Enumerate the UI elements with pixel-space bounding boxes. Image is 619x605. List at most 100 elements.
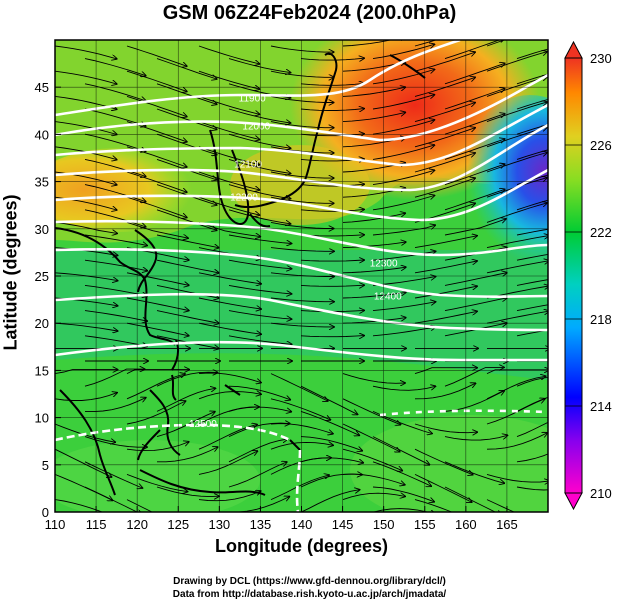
- streamline-arrow: [444, 298, 507, 312]
- colorbar-max-arrow: [564, 40, 583, 59]
- streamline-arrow: [198, 297, 261, 309]
- streamline-arrow: [342, 318, 406, 324]
- streamline-arrow: [414, 286, 477, 299]
- streamline-arrow: [516, 486, 548, 491]
- streamline-arrow: [517, 511, 518, 512]
- streamline-arrow: [516, 421, 548, 438]
- streamline-arrow: [414, 499, 453, 512]
- streamline-arrow: [228, 133, 290, 148]
- streamline-arrow: [84, 310, 147, 322]
- x-axis-ticks: 110 115 120 125 130 135 140 145 150 155 160 165: [45, 506, 518, 532]
- streamline-arrow: [444, 114, 505, 135]
- streamline-arrow: [486, 261, 548, 274]
- streamline-arrow: [270, 247, 334, 252]
- streamline-arrow: [55, 322, 118, 331]
- streamline-arrow: [270, 221, 334, 228]
- y-tick-label: 45: [35, 80, 49, 95]
- y-tick-label: 20: [35, 316, 49, 331]
- contour-label: 12500: [189, 419, 217, 430]
- wind-streamlines: [55, 40, 548, 512]
- streamline-arrow: [55, 121, 117, 135]
- streamline-arrow: [300, 436, 362, 451]
- colorbar-tick-label: 230: [590, 51, 612, 66]
- y-tick-label: 30: [35, 222, 49, 237]
- x-tick-label: 125: [167, 517, 189, 532]
- streamline-arrow: [300, 109, 364, 111]
- streamline-arrow: [198, 95, 259, 114]
- streamline-arrow: [372, 461, 431, 486]
- streamline-arrow: [270, 95, 334, 102]
- streamline-arrow: [228, 462, 287, 488]
- x-tick-label: 155: [414, 517, 436, 532]
- x-tick-label: 140: [291, 517, 313, 532]
- streamline-arrow: [414, 236, 477, 249]
- y-axis-label: Latitude (degrees): [0, 194, 21, 351]
- streamline-arrow: [270, 70, 334, 77]
- streamline-arrow: [84, 461, 142, 488]
- streamline-arrow: [156, 133, 217, 154]
- lat-lon-grid: [55, 40, 548, 512]
- streamline-arrow: [300, 336, 364, 337]
- streamline-arrow: [126, 473, 187, 491]
- streamline-arrow: [486, 102, 547, 123]
- streamline-arrow: [444, 40, 505, 60]
- streamline-arrow: [486, 473, 548, 482]
- streamline-arrow: [198, 407, 259, 425]
- colorbar-ramp: [564, 57, 583, 494]
- streamline-arrow: [84, 486, 142, 512]
- streamline-arrow: [156, 234, 219, 248]
- streamline-arrow: [228, 310, 291, 320]
- contour-label: 11900: [239, 93, 267, 104]
- streamline-arrow: [270, 171, 334, 178]
- streamline-arrow: [84, 158, 146, 176]
- streamline-arrow: [270, 475, 329, 501]
- streamline-arrow: [342, 267, 406, 274]
- colorbar-min-arrow: [564, 492, 583, 511]
- streamline-arrow: [198, 45, 259, 64]
- height-contours: [55, 40, 548, 512]
- streamline-arrow: [486, 433, 547, 450]
- streamline-arrow: [270, 45, 334, 52]
- streamline-arrow: [228, 439, 287, 463]
- streamline-arrow: [84, 398, 146, 413]
- streamline-arrow: [84, 335, 147, 347]
- streamline-arrow: [516, 149, 548, 160]
- streamline-arrow: [444, 486, 501, 512]
- streamline-arrow: [198, 221, 260, 236]
- x-tick-label: 130: [208, 517, 230, 532]
- streamline-arrow: [342, 87, 405, 97]
- streamline-arrow: [444, 273, 507, 286]
- streamline-arrow: [156, 486, 219, 497]
- streamline-arrow: [157, 447, 218, 463]
- x-axis-label: Longitude (degrees): [214, 536, 388, 556]
- streamline-arrow: [198, 491, 261, 502]
- streamline-arrow: [342, 292, 406, 299]
- streamline-arrow: [84, 209, 146, 227]
- streamline-arrow: [300, 285, 364, 286]
- streamline-arrow: [84, 58, 146, 76]
- x-tick-label: 115: [86, 517, 107, 532]
- streamline-arrow: [444, 461, 504, 483]
- streamline-arrow: [84, 436, 147, 448]
- streamline-arrow: [414, 261, 477, 274]
- streamline-arrow: [444, 139, 505, 160]
- colorbar-ticks: 210 214 218 222 226 230: [565, 51, 612, 501]
- chart-title: GSM 06Z24Feb2024 (200.0hPa): [162, 2, 457, 24]
- streamline-arrow: [270, 297, 334, 302]
- streamline-arrow: [156, 58, 217, 79]
- streamline-arrow: [486, 40, 506, 47]
- contour-label: 12000: [242, 122, 270, 133]
- streamline-arrow: [300, 134, 364, 136]
- streamline-arrow: [372, 386, 435, 391]
- streamline-arrow: [228, 158, 290, 173]
- streamline-arrow: [444, 63, 505, 85]
- y-tick-label: 35: [35, 175, 49, 190]
- streamline-arrow: [228, 108, 290, 123]
- streamline-arrow: [444, 367, 504, 387]
- credit-drawing: Drawing by DCL (https://www.gfd-dennou.o…: [173, 576, 446, 587]
- streamline-arrow: [228, 58, 290, 73]
- contour-label: 12100: [234, 159, 262, 170]
- y-tick-label: 25: [35, 269, 49, 284]
